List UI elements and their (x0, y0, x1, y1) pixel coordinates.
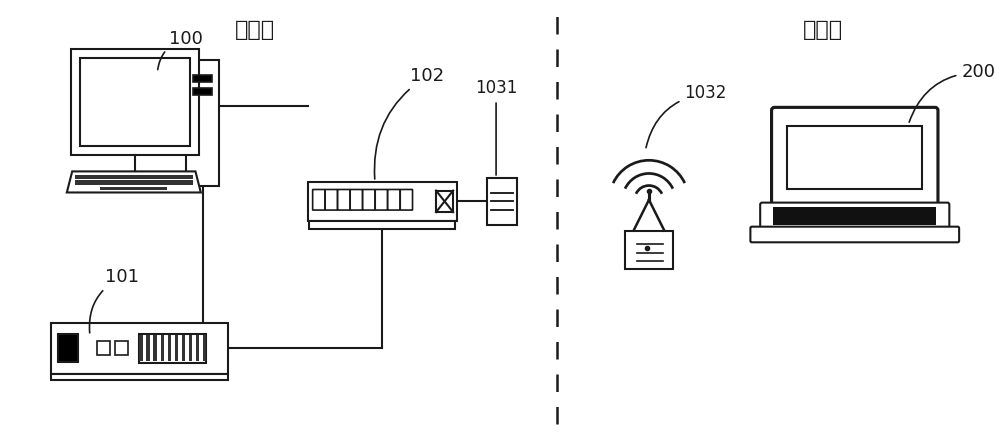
FancyBboxPatch shape (363, 190, 375, 210)
Bar (139, 335, 143, 361)
Text: 100: 100 (158, 30, 203, 70)
Bar (58, 334, 78, 362)
Bar (51, 374, 228, 380)
Bar (100, 187, 167, 191)
Bar (487, 178, 517, 225)
Bar (193, 88, 212, 95)
FancyBboxPatch shape (760, 203, 949, 230)
Bar (787, 126, 922, 189)
Text: 200: 200 (909, 63, 995, 122)
Bar (203, 335, 206, 361)
Bar (109, 174, 160, 182)
Bar (436, 191, 453, 212)
Bar (175, 335, 178, 361)
FancyBboxPatch shape (325, 190, 337, 210)
Bar (139, 334, 206, 363)
Text: 主控室: 主控室 (235, 20, 275, 40)
Bar (71, 49, 199, 154)
Bar (168, 335, 171, 361)
Bar (773, 208, 936, 225)
Bar (75, 175, 193, 179)
Bar (161, 335, 164, 361)
Text: 102: 102 (374, 67, 444, 179)
FancyBboxPatch shape (350, 190, 362, 210)
FancyBboxPatch shape (750, 227, 959, 242)
Bar (186, 60, 219, 186)
FancyBboxPatch shape (338, 190, 350, 210)
Text: 101: 101 (89, 268, 139, 333)
FancyBboxPatch shape (772, 107, 938, 208)
Bar (51, 323, 228, 374)
Bar (196, 335, 199, 361)
Text: 1031: 1031 (475, 79, 517, 175)
Bar (193, 75, 212, 82)
Bar (189, 335, 192, 361)
Bar (308, 182, 457, 221)
Bar (153, 335, 157, 361)
Polygon shape (67, 171, 201, 192)
Bar (80, 58, 190, 146)
Bar (97, 341, 110, 355)
FancyBboxPatch shape (313, 190, 325, 210)
FancyBboxPatch shape (400, 190, 413, 210)
Bar (115, 341, 128, 355)
Text: 1032: 1032 (646, 84, 727, 148)
Bar (75, 181, 193, 185)
FancyBboxPatch shape (375, 190, 388, 210)
Bar (625, 231, 673, 269)
Bar (182, 335, 185, 361)
Text: 设备间: 设备间 (803, 20, 843, 40)
Bar (146, 335, 150, 361)
Bar (309, 221, 455, 229)
FancyBboxPatch shape (388, 190, 400, 210)
